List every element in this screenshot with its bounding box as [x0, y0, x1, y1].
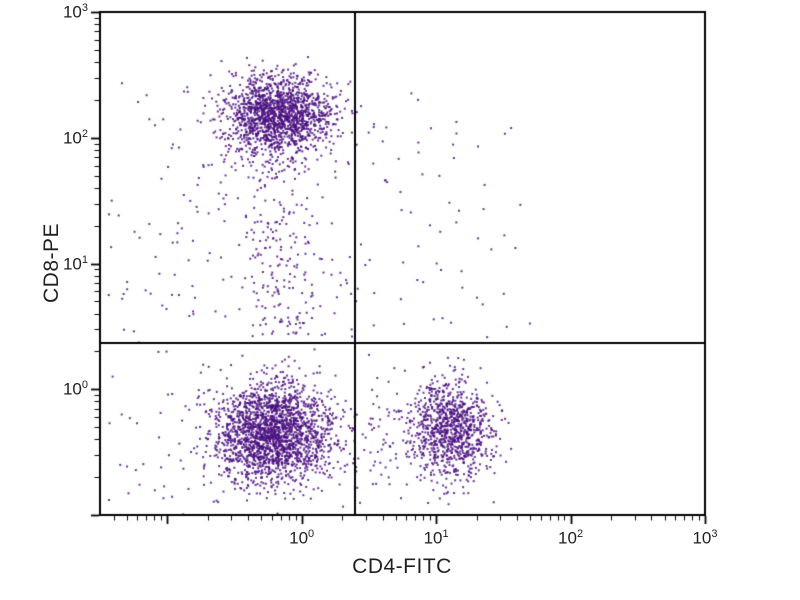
x-tick-label: 101	[423, 528, 449, 548]
x-tick-label: 100	[289, 528, 315, 548]
y-tick-label: 100	[62, 379, 88, 399]
y-tick-label: 101	[62, 253, 88, 274]
x-tick-label: 103	[692, 528, 718, 548]
y-tick-label: 102	[62, 127, 88, 148]
x-tick-label: 102	[558, 528, 584, 548]
y-tick-label: 103	[62, 2, 88, 22]
x-axis-label: CD4-FITC	[352, 555, 452, 578]
y-axis-label: CD8-PE	[40, 222, 63, 304]
